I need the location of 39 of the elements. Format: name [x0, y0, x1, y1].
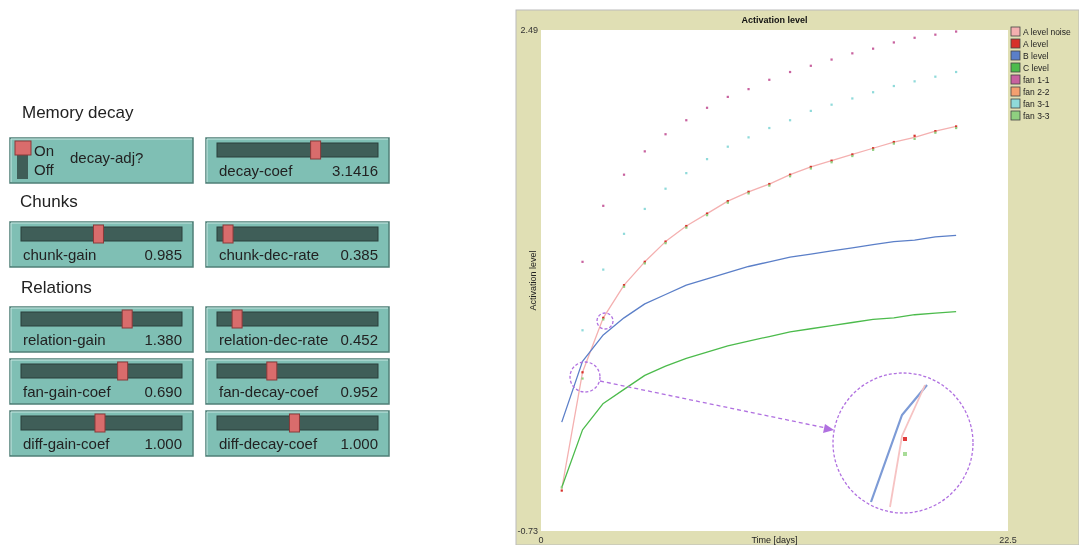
- text: Relations: [21, 278, 92, 297]
- text: relation-gain: [23, 331, 106, 348]
- text: 0.985: [144, 246, 182, 263]
- legend-label: A level: [1023, 39, 1049, 49]
- x-tick-label: 22.5: [999, 535, 1017, 545]
- text: 0.385: [340, 246, 378, 263]
- text: Chunks: [20, 192, 78, 211]
- text: decay-adj?: [70, 149, 144, 166]
- text: relation-dec-rate: [219, 331, 329, 348]
- legend-label: B level: [1023, 51, 1049, 61]
- text: Memory decay: [22, 103, 134, 122]
- text: chunk-gain: [23, 246, 97, 263]
- text: diff-decay-coef: [219, 435, 318, 452]
- text: 1.000: [144, 435, 182, 452]
- text: Off: [34, 161, 55, 178]
- legend-label: fan 2-2: [1023, 87, 1050, 97]
- text: decay-coef: [219, 162, 294, 179]
- y-tick-label: 2.49: [520, 25, 538, 36]
- legend-label: C level: [1023, 63, 1050, 73]
- x-axis-title: Time [days]: [751, 535, 798, 545]
- text: 1.000: [340, 435, 378, 452]
- legend-label: fan 3-1: [1023, 99, 1050, 109]
- y-axis-title: Activation level: [528, 250, 538, 311]
- legend-label: A level noise: [1023, 27, 1071, 37]
- x-tick-label: 0: [538, 535, 544, 545]
- y-tick-label: -0.73: [517, 526, 538, 537]
- text: 0.690: [144, 383, 182, 400]
- chart-title: Activation level: [741, 15, 808, 25]
- text: 0.452: [340, 331, 378, 348]
- text: 1.380: [144, 331, 182, 348]
- text: chunk-dec-rate: [219, 246, 320, 263]
- legend-label: fan 1-1: [1023, 75, 1050, 85]
- text: diff-gain-coef: [23, 435, 111, 452]
- text: fan-decay-coef: [219, 383, 320, 400]
- text: 0.952: [340, 383, 378, 400]
- text: 3.1416: [332, 162, 378, 179]
- text: On: [34, 142, 55, 159]
- text: fan-gain-coef: [23, 383, 112, 400]
- legend-label: fan 3-3: [1023, 111, 1050, 121]
